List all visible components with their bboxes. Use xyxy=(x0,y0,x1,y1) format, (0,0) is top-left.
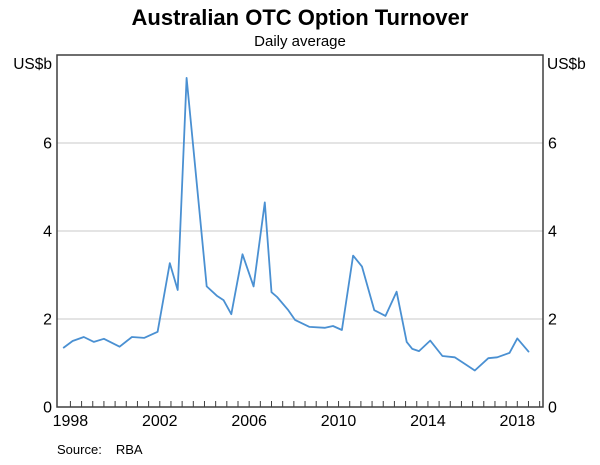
y-tick-label-right: 6 xyxy=(548,136,557,153)
chart-subtitle: Daily average xyxy=(254,33,346,50)
chart-title: Australian OTC Option Turnover xyxy=(131,5,469,30)
x-tick-label: 2018 xyxy=(500,413,536,430)
y-tick-label-left: 2 xyxy=(43,312,52,329)
data-line-series xyxy=(62,77,530,372)
x-tick-label: 2002 xyxy=(142,413,178,430)
x-tick-label: 2010 xyxy=(321,413,357,430)
x-tick-label: 2006 xyxy=(231,413,267,430)
y-tick-label-left: 6 xyxy=(43,136,52,153)
y-tick-label-right: 4 xyxy=(548,224,557,241)
source-value: RBA xyxy=(115,442,143,457)
y-tick-label-right: 2 xyxy=(548,312,557,329)
x-tick-label: 1998 xyxy=(53,413,89,430)
plot-border xyxy=(56,54,544,408)
source-label: Source: xyxy=(57,442,102,457)
y-axis-unit-left: US$b xyxy=(13,56,52,73)
y-tick-label-left: 0 xyxy=(43,400,52,417)
y-tick-label-left: 4 xyxy=(43,224,52,241)
x-tick-label: 2014 xyxy=(410,413,446,430)
y-tick-label-right: 0 xyxy=(548,400,557,417)
y-axis-unit-right: US$b xyxy=(547,56,586,73)
source-note: Source: RBA xyxy=(57,442,143,457)
